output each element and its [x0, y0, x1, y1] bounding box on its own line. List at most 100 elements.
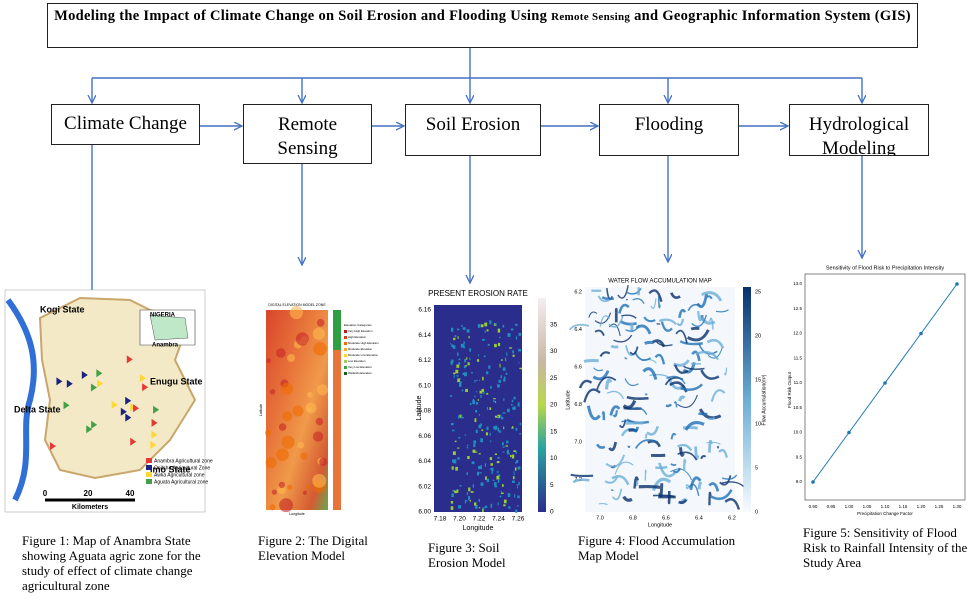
figure-text: 0.90: [809, 504, 818, 509]
erosion-speck: [493, 400, 495, 403]
flow-curve: [638, 484, 661, 489]
erosion-speck: [515, 509, 518, 513]
erosion-speck: [473, 440, 477, 444]
erosion-speck: [484, 505, 488, 509]
figure-text: 1.20: [917, 504, 926, 509]
map-marker: [126, 355, 133, 364]
erosion-speck: [450, 422, 454, 426]
erosion-speck: [486, 371, 489, 375]
flow-curve: [652, 494, 675, 498]
dem-patch: [269, 504, 276, 511]
erosion-speck: [517, 466, 521, 470]
flow-curve: [688, 483, 700, 496]
node-label: Remote Sensing: [277, 114, 338, 159]
caption: Figure 2: The Digital Elevation Model: [258, 533, 368, 563]
node-label: Soil Erosion: [425, 114, 521, 135]
legend-swatch: [344, 372, 347, 375]
flow-curve: [635, 324, 652, 335]
erosion-speck: [453, 372, 456, 375]
flow-curve: [601, 411, 606, 421]
dem-patch: [266, 358, 271, 364]
erosion-speck: [464, 358, 467, 363]
data-point: [955, 282, 959, 286]
figure-text: Onitsha Agricultural Zone: [154, 465, 210, 471]
flow-curve: [682, 426, 699, 430]
erosion-speck: [459, 484, 462, 487]
map-marker: [125, 396, 132, 405]
map-marker: [97, 379, 104, 388]
erosion-speck: [454, 440, 457, 443]
figure-text: 6.2: [728, 515, 736, 521]
flow-curve: [706, 295, 713, 300]
erosion-speck: [502, 367, 506, 371]
flow-curve: [595, 443, 606, 449]
flow-curve: [697, 481, 703, 490]
erosion-speck: [453, 337, 456, 341]
node-box: Climate Change: [51, 104, 200, 145]
map-marker: [120, 407, 127, 416]
erosion-speck: [513, 450, 517, 453]
erosion-speck: [504, 376, 506, 380]
erosion-speck: [490, 503, 493, 508]
erosion-speck: [470, 491, 474, 493]
flow-curve: [610, 344, 619, 349]
flow-curve: [610, 489, 614, 492]
legend-swatch: [344, 336, 347, 339]
erosion-speck: [500, 414, 502, 418]
flow-curve: [596, 376, 617, 390]
node-box: Soil Erosion: [405, 104, 541, 156]
erosion-speck: [486, 478, 490, 483]
flow-curve: [689, 476, 702, 491]
figure-text: Kilometers: [72, 504, 108, 511]
title-text: Remote Sensing: [551, 11, 631, 23]
erosion-speck: [516, 484, 519, 486]
legend-swatch: [146, 479, 152, 484]
flow-curve: [593, 367, 604, 372]
figure-text: 6.4: [574, 327, 582, 333]
erosion-speck: [507, 333, 510, 337]
erosion-speck: [500, 417, 504, 420]
dem-patch: [287, 484, 293, 490]
node-label: Climate Change: [64, 113, 187, 134]
erosion-speck: [515, 451, 517, 454]
flow-curve: [622, 495, 633, 502]
erosion-speck: [497, 384, 500, 388]
flow-curve: [724, 498, 741, 510]
erosion-speck: [455, 466, 458, 471]
erosion-speck: [485, 432, 488, 436]
erosion-speck: [494, 344, 497, 348]
flow-curve: [646, 425, 660, 436]
erosion-speck: [497, 416, 500, 418]
erosion-speck: [494, 453, 497, 456]
erosion-speck: [453, 374, 455, 378]
erosion-speck: [478, 354, 480, 357]
erosion-speck: [507, 453, 510, 455]
erosion-speck: [480, 482, 484, 486]
erosion-speck: [498, 431, 502, 433]
erosion-speck: [490, 386, 492, 389]
erosion-speck: [482, 339, 484, 341]
flow-curve: [608, 441, 618, 452]
erosion-speck: [516, 459, 519, 463]
map-marker: [63, 401, 70, 410]
flow-curve: [673, 359, 690, 367]
flow-curve: [706, 338, 725, 349]
figure-text: 6.4: [695, 515, 703, 521]
figure-text: Kogi State: [40, 304, 85, 314]
erosion-speck: [475, 504, 478, 509]
erosion-speck: [512, 426, 514, 429]
dem-figure: [258, 300, 352, 515]
figure-text: WATER FLOW ACCUMULATION MAP: [608, 279, 712, 285]
erosion-speck: [466, 492, 468, 496]
flow-curve: [604, 476, 619, 484]
flow-curve: [666, 375, 686, 385]
erosion-speck: [474, 418, 477, 423]
legend-swatch: [146, 472, 152, 477]
flow-curve: [709, 317, 714, 330]
figure-text: Low Elevation: [348, 359, 366, 363]
dem-patch: [312, 327, 325, 340]
erosion-speck: [503, 499, 507, 504]
figure-text: Flow Accumulation(m³): [761, 374, 767, 425]
erosion-speck: [497, 430, 501, 432]
map-marker: [125, 413, 132, 422]
